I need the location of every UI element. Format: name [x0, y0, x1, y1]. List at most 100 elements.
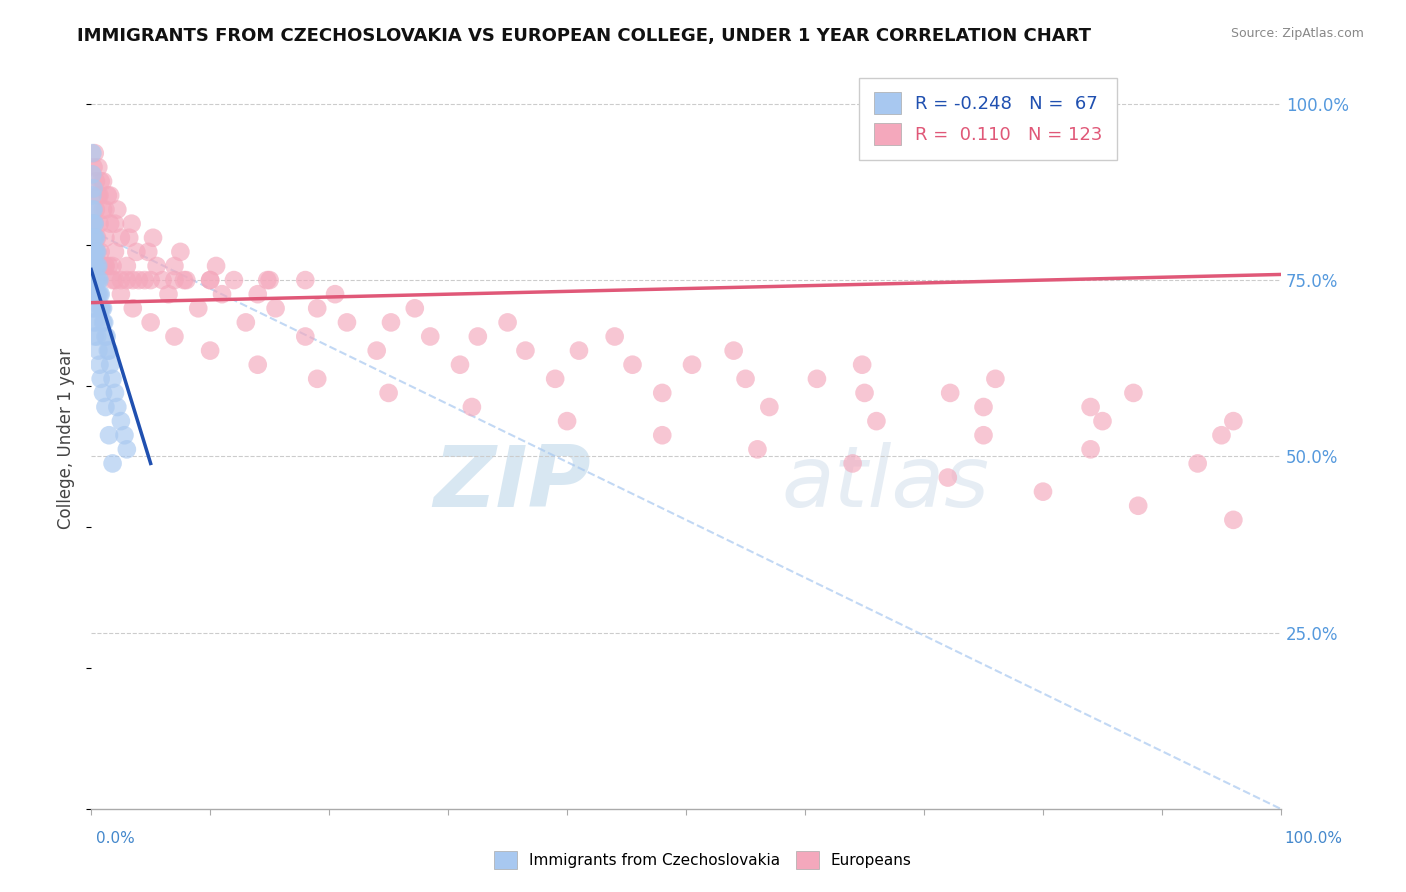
Point	[211, 287, 233, 301]
Point	[294, 329, 316, 343]
Point	[105, 202, 128, 217]
Point	[115, 259, 138, 273]
Point	[121, 217, 143, 231]
Point	[256, 273, 278, 287]
Point	[419, 329, 441, 343]
Point	[125, 244, 148, 259]
Point	[87, 273, 110, 287]
Point	[98, 343, 121, 358]
Point	[86, 259, 108, 273]
Point	[82, 188, 104, 202]
Point	[89, 358, 111, 372]
Point	[198, 343, 221, 358]
Point	[104, 217, 127, 231]
Point	[264, 301, 287, 316]
Point	[101, 457, 124, 471]
Point	[90, 372, 112, 386]
Point	[984, 372, 1007, 386]
Point	[98, 428, 121, 442]
Point	[90, 244, 112, 259]
Point	[83, 217, 105, 231]
Text: atlas: atlas	[782, 442, 990, 524]
Point	[307, 372, 329, 386]
Point	[82, 231, 104, 245]
Point	[91, 301, 114, 316]
Point	[94, 231, 117, 245]
Point	[84, 244, 107, 259]
Point	[90, 301, 112, 316]
Point	[84, 202, 107, 217]
Point	[723, 343, 745, 358]
Point	[94, 400, 117, 414]
Point	[83, 329, 105, 343]
Point	[84, 231, 107, 245]
Point	[82, 202, 104, 217]
Point	[87, 343, 110, 358]
Point	[104, 273, 127, 287]
Point	[136, 244, 159, 259]
Point	[83, 315, 105, 329]
Point	[91, 202, 114, 217]
Point	[90, 259, 112, 273]
Point	[89, 217, 111, 231]
Point	[939, 385, 962, 400]
Point	[936, 470, 959, 484]
Point	[294, 273, 316, 287]
Point	[404, 301, 426, 316]
Point	[747, 442, 769, 457]
Point	[114, 428, 136, 442]
Point	[973, 400, 995, 414]
Point	[259, 273, 281, 287]
Point	[98, 358, 121, 372]
Point	[83, 217, 105, 231]
Point	[89, 259, 111, 273]
Point	[87, 188, 110, 202]
Text: Source: ZipAtlas.com: Source: ZipAtlas.com	[1230, 27, 1364, 40]
Point	[83, 259, 105, 273]
Point	[104, 385, 127, 400]
Point	[105, 400, 128, 414]
Point	[89, 188, 111, 202]
Point	[83, 273, 105, 287]
Point	[87, 259, 110, 273]
Point	[134, 273, 156, 287]
Point	[555, 414, 578, 428]
Point	[1222, 513, 1244, 527]
Point	[83, 244, 105, 259]
Point	[235, 315, 257, 329]
Point	[94, 259, 117, 273]
Point	[1091, 414, 1114, 428]
Text: ZIP: ZIP	[433, 442, 591, 524]
Point	[841, 457, 863, 471]
Point	[101, 372, 124, 386]
Point	[84, 273, 107, 287]
Point	[1211, 428, 1233, 442]
Point	[94, 329, 117, 343]
Point	[187, 301, 209, 316]
Point	[246, 358, 269, 372]
Point	[157, 287, 180, 301]
Point	[806, 372, 828, 386]
Point	[142, 231, 165, 245]
Point	[366, 343, 388, 358]
Point	[568, 343, 591, 358]
Point	[86, 231, 108, 245]
Point	[82, 301, 104, 316]
Text: IMMIGRANTS FROM CZECHOSLOVAKIA VS EUROPEAN COLLEGE, UNDER 1 YEAR CORRELATION CHA: IMMIGRANTS FROM CZECHOSLOVAKIA VS EUROPE…	[77, 27, 1091, 45]
Point	[651, 385, 673, 400]
Point	[307, 301, 329, 316]
Point	[681, 358, 703, 372]
Point	[651, 428, 673, 442]
Point	[246, 287, 269, 301]
Y-axis label: College, Under 1 year: College, Under 1 year	[58, 348, 75, 529]
Point	[83, 231, 105, 245]
Point	[89, 287, 111, 301]
Point	[91, 174, 114, 188]
Point	[90, 174, 112, 188]
Point	[90, 287, 112, 301]
Point	[758, 400, 780, 414]
Point	[853, 385, 876, 400]
Point	[449, 358, 471, 372]
Point	[84, 174, 107, 188]
Point	[118, 231, 141, 245]
